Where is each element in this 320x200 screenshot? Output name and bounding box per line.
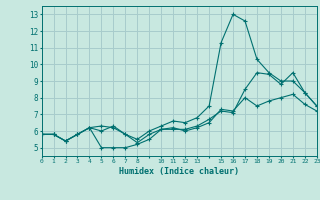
X-axis label: Humidex (Indice chaleur): Humidex (Indice chaleur) [119, 167, 239, 176]
